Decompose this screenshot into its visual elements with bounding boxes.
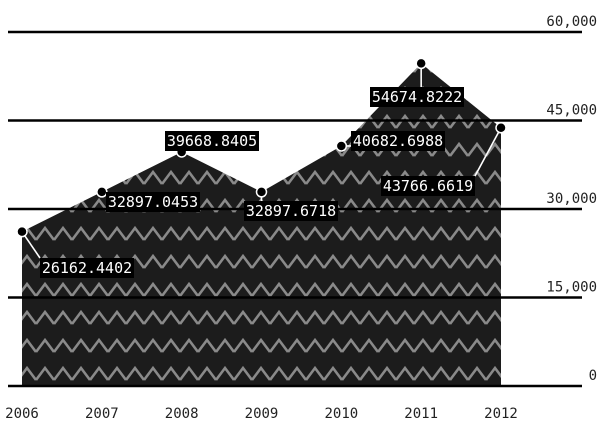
x-tick-label: 2008	[165, 406, 199, 422]
x-tick-label: 2009	[245, 406, 279, 422]
x-tick-label: 2007	[85, 406, 119, 422]
data-label: 26162.4402	[42, 259, 132, 277]
data-label-box	[381, 176, 475, 196]
data-label-box	[351, 131, 445, 151]
data-point	[415, 57, 427, 70]
x-axis-labels: 2006 2007 2008 2009 2010 2011 2012	[5, 406, 518, 422]
area-series	[22, 63, 501, 386]
data-labels: 26162.4402 32897.0453 39668.8405 32897.6718…	[40, 87, 475, 278]
data-label-box	[370, 87, 464, 107]
area-layer	[22, 63, 501, 386]
data-point	[96, 186, 108, 198]
data-label-box	[40, 258, 134, 278]
x-tick-label: 2010	[324, 406, 358, 422]
data-points	[16, 57, 507, 238]
y-tick-label: 45,000	[546, 103, 597, 119]
data-label: 39668.8405	[167, 132, 257, 150]
data-label: 43766.6619	[383, 177, 473, 195]
data-label: 54674.8222	[372, 88, 462, 106]
data-label-box	[244, 201, 338, 221]
x-tick-label: 2012	[484, 406, 518, 422]
data-label: 32897.6718	[246, 202, 336, 220]
y-tick-label: 60,000	[546, 14, 597, 30]
x-tick-label: 2006	[5, 406, 39, 422]
leader-line	[474, 127, 502, 177]
y-axis-ticks: 0 15,000 30,000 45,000 60,000	[546, 14, 597, 384]
data-label: 32897.0453	[108, 193, 198, 211]
data-point	[495, 122, 507, 134]
data-point	[16, 225, 28, 238]
data-label-box	[106, 192, 200, 212]
data-label-box	[165, 131, 259, 151]
y-tick-label: 30,000	[546, 191, 597, 207]
data-point	[255, 186, 268, 198]
y-tick-label: 0	[589, 368, 597, 384]
x-tick-label: 2011	[404, 406, 438, 422]
y-tick-label: 15,000	[546, 280, 597, 296]
data-point	[335, 140, 348, 152]
data-label: 40682.6988	[353, 132, 443, 150]
